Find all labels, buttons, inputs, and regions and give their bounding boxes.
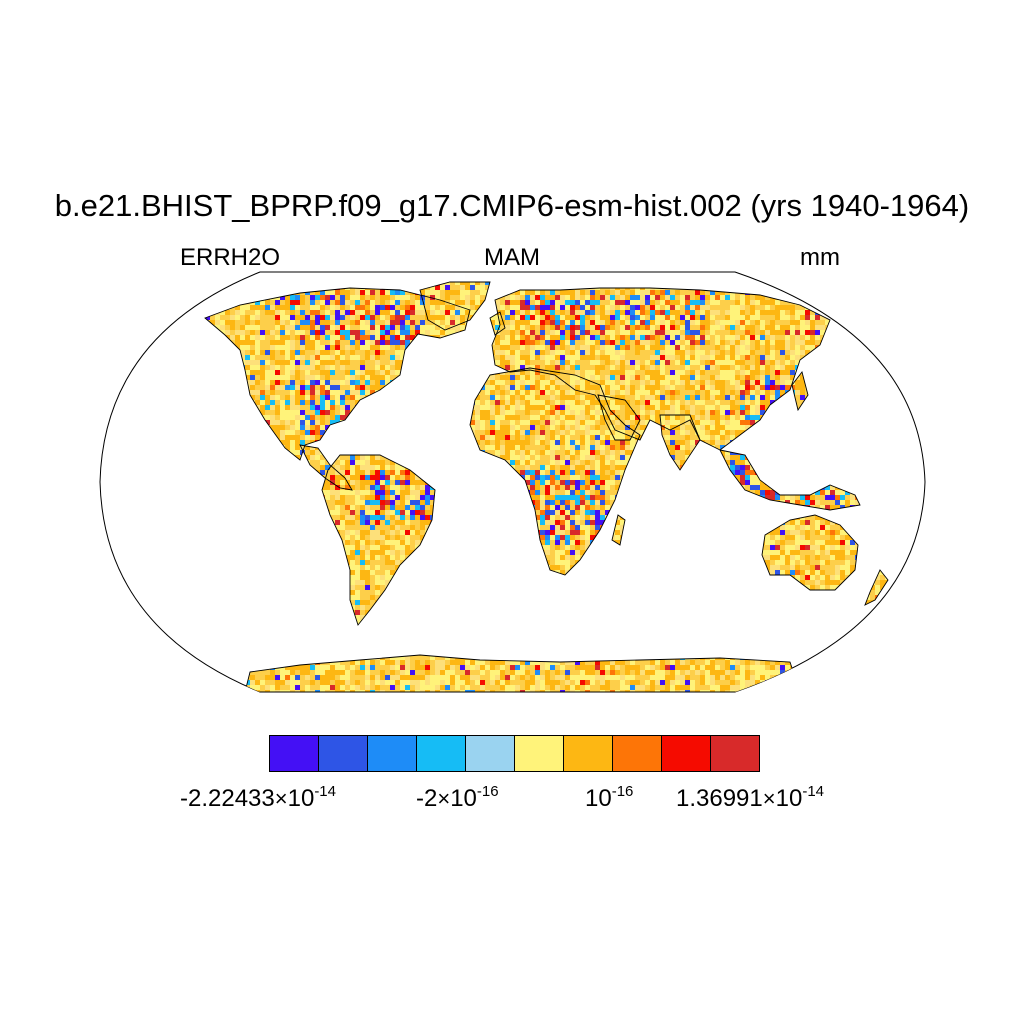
colorbar-swatch <box>612 735 662 772</box>
coast-newZealand <box>864 569 889 606</box>
coast-japan <box>791 370 809 412</box>
coast-southAmerica <box>321 454 436 626</box>
colorbar-swatch <box>318 735 368 772</box>
plot-title: b.e21.BHIST_BPRP.f09_g17.CMIP6-esm-hist.… <box>54 188 970 223</box>
colorbar-label-neg: -2×10-16 <box>416 783 499 812</box>
colorbar-swatch <box>661 735 711 772</box>
colorbar <box>269 735 760 772</box>
coast-madagascar <box>611 514 626 546</box>
colorbar-label-max: 1.36991×10-14 <box>676 783 825 812</box>
colorbar-swatch <box>269 735 319 772</box>
units-label: mm <box>800 244 840 271</box>
colorbar-label-pos: 10-16 <box>585 783 634 812</box>
coast-eurasia <box>491 287 831 451</box>
colorbar-swatch <box>514 735 564 772</box>
coast-australia <box>761 514 859 591</box>
colorbar-swatch <box>416 735 466 772</box>
colorbar-swatch <box>367 735 417 772</box>
colorbar-label-min: -2.22433×10-14 <box>180 783 336 812</box>
coastlines <box>204 281 889 692</box>
coast-uk <box>489 311 506 336</box>
coast-northAmerica <box>204 287 471 461</box>
coast-seAsia <box>719 449 861 511</box>
coast-centralAmerica <box>299 444 353 491</box>
colorbar-swatch <box>465 735 515 772</box>
coast-greenland <box>419 281 491 331</box>
season-label: MAM <box>484 244 540 271</box>
coast-india <box>659 414 701 471</box>
colorbar-swatch <box>710 735 760 772</box>
coast-africa <box>469 367 641 576</box>
colorbar-swatch <box>563 735 613 772</box>
variable-label: ERRH2O <box>180 244 281 271</box>
coast-antarctica <box>244 654 801 692</box>
coast-arabia <box>597 394 641 441</box>
